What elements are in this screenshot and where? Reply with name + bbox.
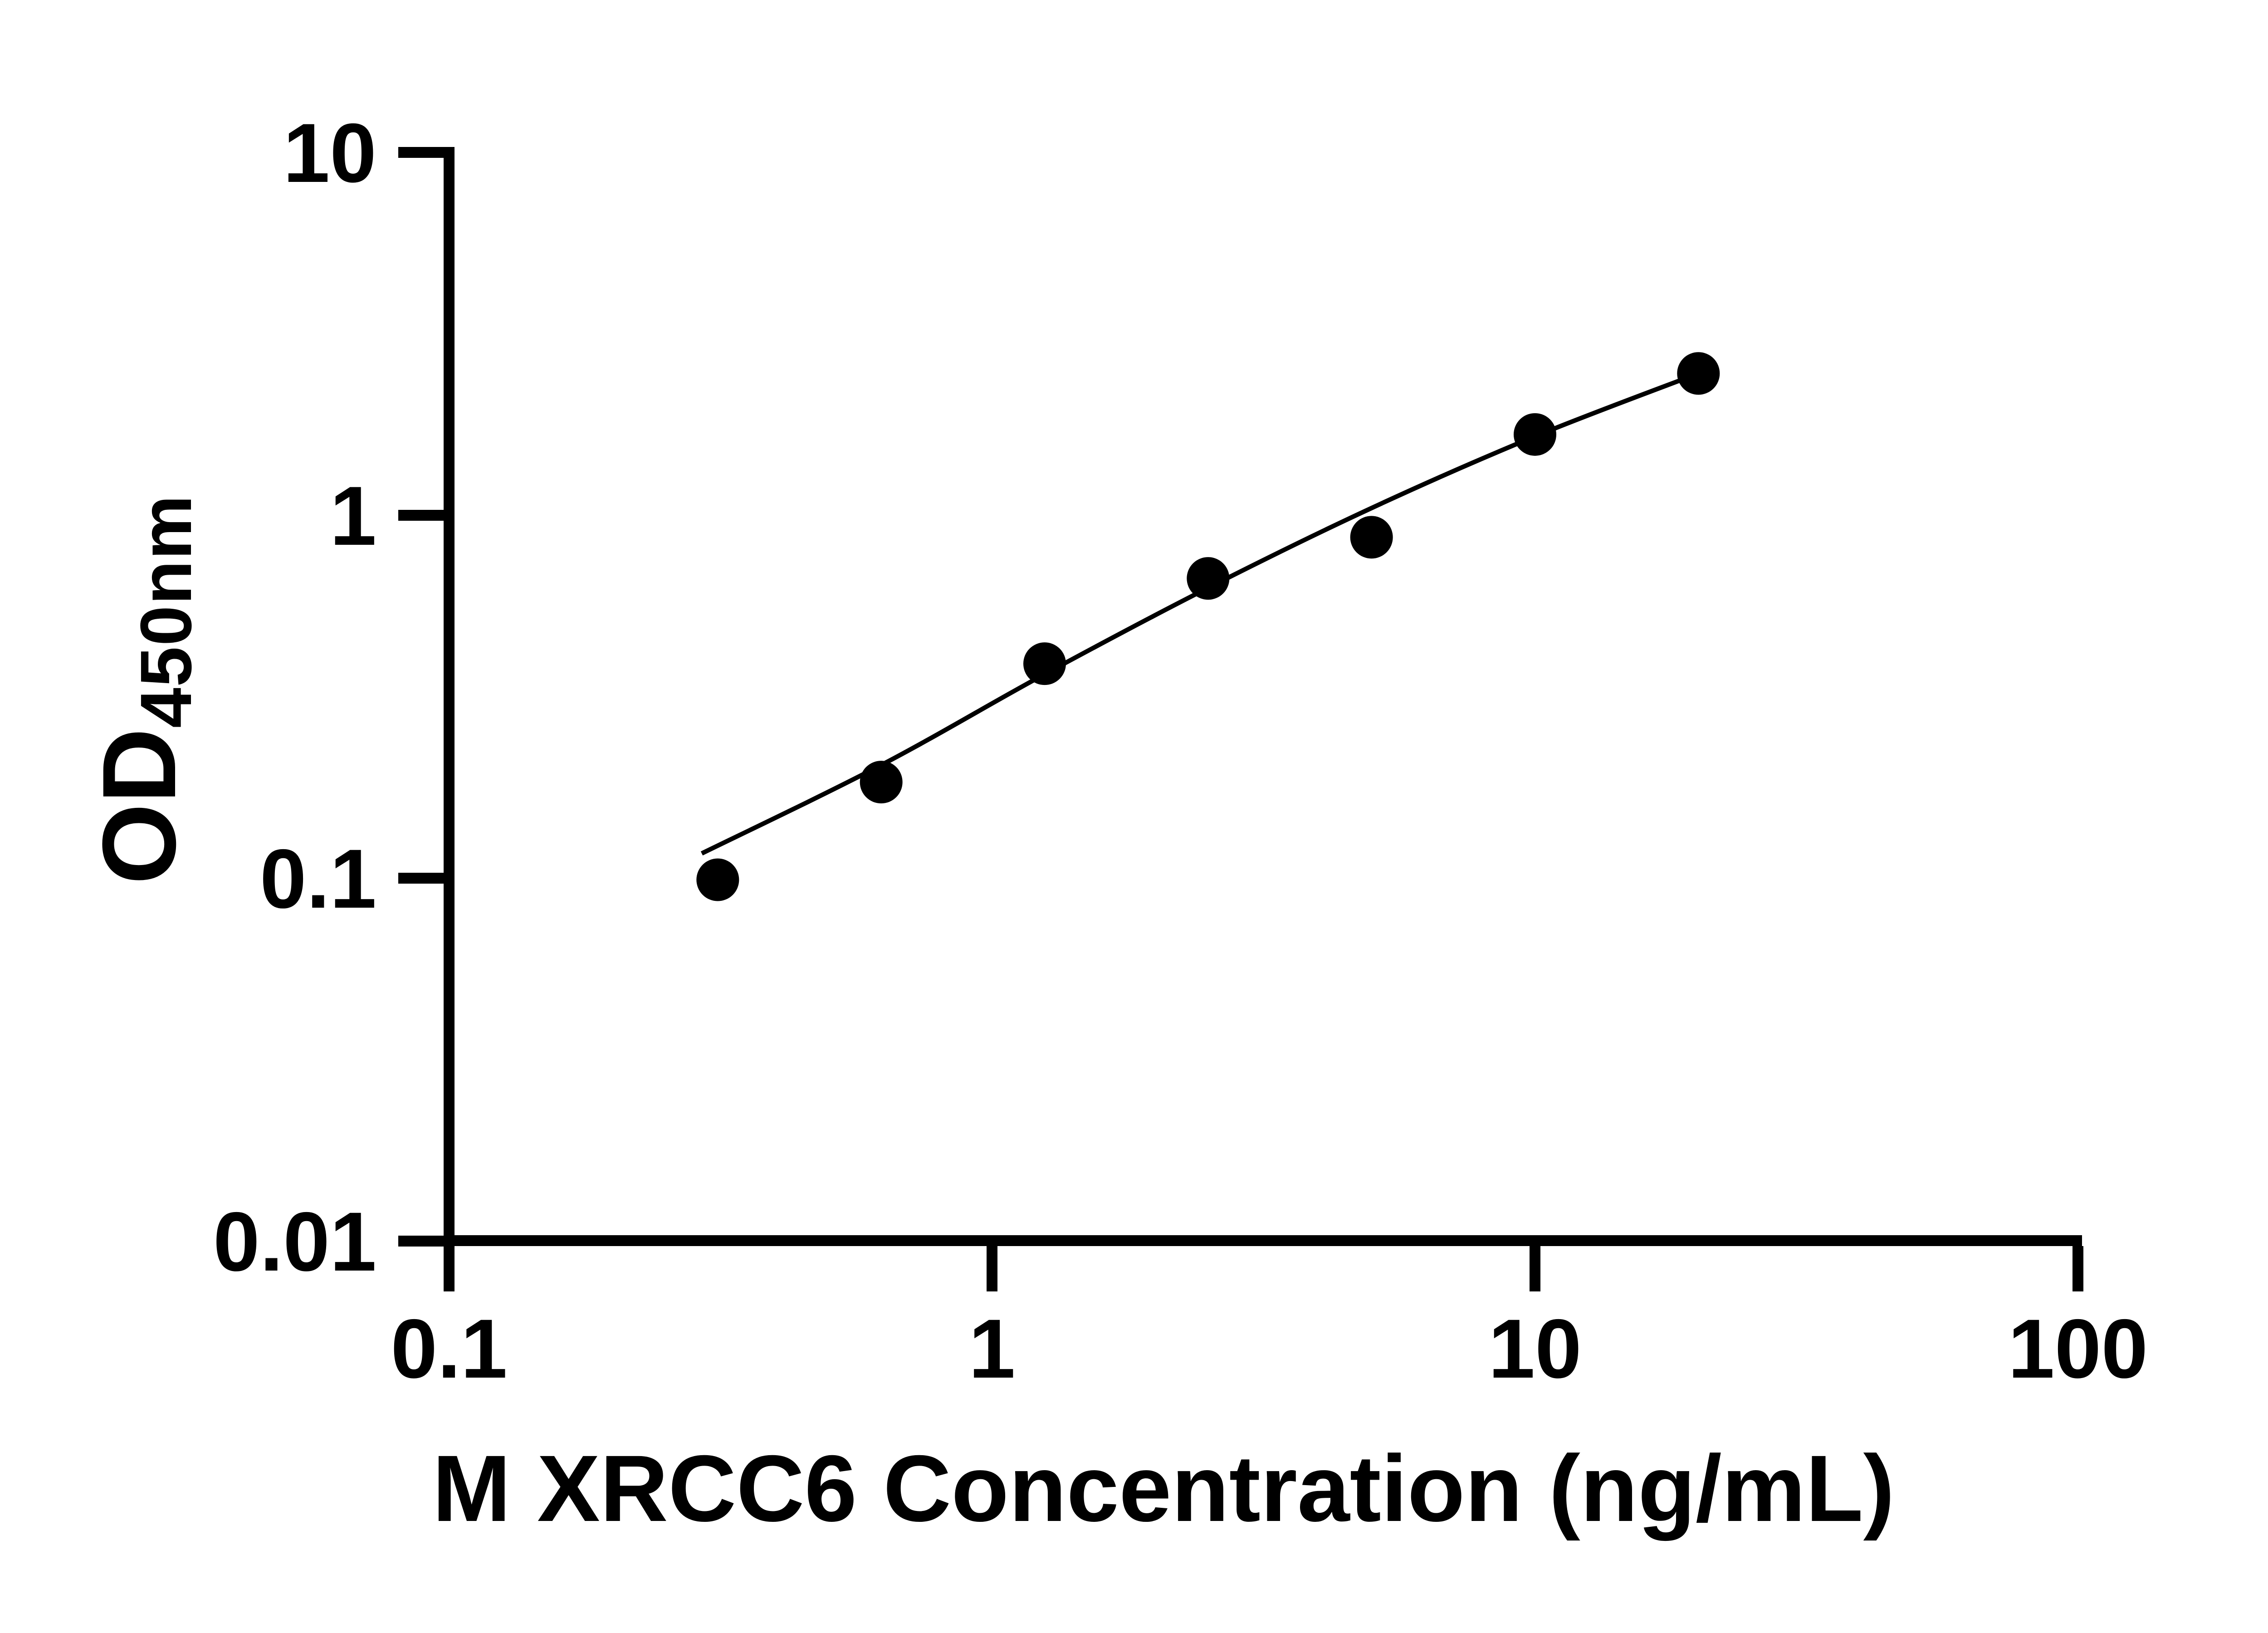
y-tick-label: 1 [330, 469, 376, 563]
data-point-marker [1023, 642, 1066, 685]
x-tick-label: 0.1 [391, 1302, 507, 1396]
data-point-marker [1514, 413, 1556, 456]
y-axis-title: OD450nm [81, 494, 206, 885]
x-tick-label: 1 [969, 1302, 1016, 1396]
data-point-marker [860, 761, 903, 804]
data-point-marker [1677, 352, 1720, 395]
y-tick-label: 0.1 [260, 832, 376, 926]
y-axis-title-subscript: 450nm [125, 494, 207, 728]
y-axis-title-main: OD [81, 728, 197, 885]
data-point-marker [1187, 557, 1230, 600]
data-point-marker [696, 858, 739, 901]
y-tick-label: 0.01 [213, 1195, 376, 1289]
x-tick-label: 10 [1488, 1302, 1582, 1396]
data-point-marker [1350, 516, 1393, 559]
x-axis-title: M XRCC6 Concentration (ng/mL) [432, 1436, 1895, 1541]
y-tick-label: 10 [283, 107, 376, 200]
x-tick-label: 100 [2008, 1302, 2148, 1396]
